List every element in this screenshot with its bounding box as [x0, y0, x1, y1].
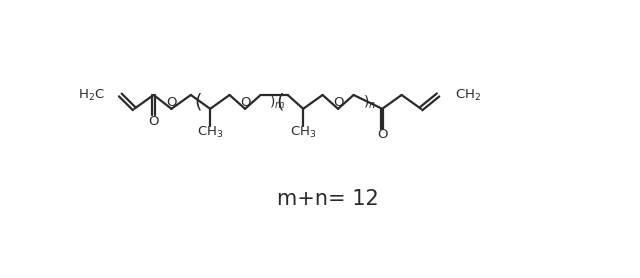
- Text: O: O: [148, 115, 159, 128]
- Text: m+n= 12: m+n= 12: [277, 189, 379, 209]
- Text: O: O: [377, 128, 387, 142]
- Text: CH$_3$: CH$_3$: [290, 125, 316, 140]
- Text: O: O: [240, 96, 250, 109]
- Text: (: (: [276, 92, 284, 111]
- Text: )$_n$: )$_n$: [363, 94, 376, 111]
- Text: O: O: [166, 96, 177, 109]
- Text: O: O: [333, 96, 343, 109]
- Text: H$_2$C: H$_2$C: [78, 88, 105, 103]
- Text: CH$_3$: CH$_3$: [197, 125, 223, 140]
- Text: CH$_2$: CH$_2$: [455, 88, 481, 103]
- Text: )$_m$: )$_m$: [269, 94, 285, 111]
- Text: (: (: [194, 92, 202, 111]
